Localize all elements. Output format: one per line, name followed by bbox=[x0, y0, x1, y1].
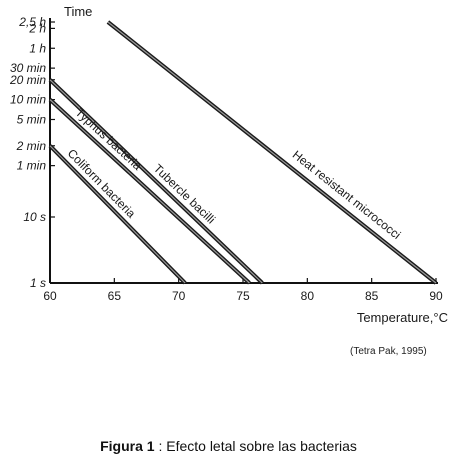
figure-caption-text: Efecto letal sobre las bacterias bbox=[166, 438, 357, 454]
y-tick-label: 5 min bbox=[17, 112, 47, 126]
y-tick-label: 20 min bbox=[9, 73, 46, 87]
y-tick-label: 2,5 h bbox=[18, 15, 46, 29]
x-tick-label: 80 bbox=[301, 289, 315, 303]
y-tick-label: 2 min bbox=[16, 139, 47, 153]
y-tick-label: 1 h bbox=[29, 41, 46, 55]
y-tick-label: 10 min bbox=[10, 93, 46, 107]
series-label: Heat resistant micrococci bbox=[290, 148, 404, 242]
figure-caption: Figura 1 : Efecto letal sobre las bacter… bbox=[0, 438, 457, 454]
x-tick-label: 70 bbox=[172, 289, 186, 303]
x-tick-label: 75 bbox=[236, 289, 250, 303]
series-line-highlight bbox=[49, 145, 186, 284]
figure-caption-separator: : bbox=[154, 438, 167, 454]
x-tick-label: 65 bbox=[108, 289, 122, 303]
figure-caption-label: Figura 1 bbox=[100, 438, 155, 454]
series-line-highlight bbox=[107, 21, 437, 284]
y-tick-label: 30 min bbox=[10, 61, 46, 75]
y-tick-label: 2 h bbox=[28, 21, 46, 35]
x-tick-label: 90 bbox=[429, 289, 443, 303]
y-tick-label: 1 s bbox=[30, 276, 46, 290]
series-label: Tubercle bacilli bbox=[151, 161, 218, 226]
source-note: (Tetra Pak, 1995) bbox=[350, 346, 427, 357]
series-line-highlight bbox=[49, 99, 250, 284]
y-axis-title: Time bbox=[64, 4, 92, 19]
x-axis-title: Temperature,°C bbox=[357, 310, 448, 325]
x-tick-label: 60 bbox=[43, 289, 57, 303]
series-line-highlight bbox=[49, 79, 263, 284]
y-tick-label: 10 s bbox=[23, 210, 46, 224]
x-tick-label: 85 bbox=[365, 289, 379, 303]
y-tick-label: 1 min bbox=[17, 159, 47, 173]
